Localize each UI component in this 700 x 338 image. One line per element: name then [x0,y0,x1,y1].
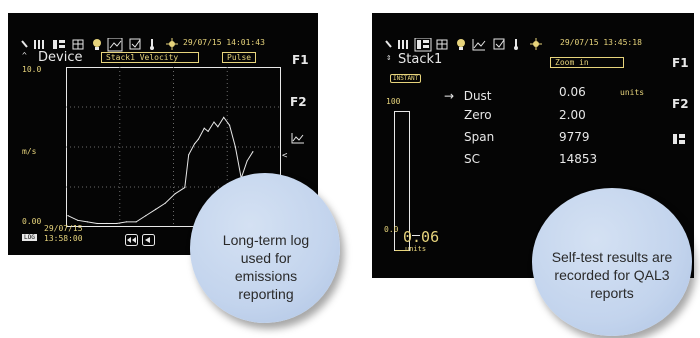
reading-value: 14853 [559,152,598,166]
channel-name-field[interactable]: Stack1 Velocity [101,52,199,63]
velocity-point [184,186,186,189]
velocity-point [203,127,205,129]
thermometer-icon [150,39,154,50]
instant-tag: INSTANT [390,74,422,83]
scale-min: 0.0 [384,225,399,234]
f1-button[interactable]: F1 [672,56,689,70]
reading-value: 9779 [559,130,590,144]
velocity-points [67,116,254,225]
stack-name: Stack1 [398,52,443,67]
mode-field[interactable]: Pulse [222,52,257,63]
callout-text-right: Self-test results are recorded for QAL3 … [551,249,673,301]
velocity-point [223,116,225,118]
datetime: 29/07/15 13:45:18 [560,38,642,47]
velocity-point [213,121,215,123]
thermometer-icon [514,39,518,50]
left-device-screen: 29/07/15 14:01:43 ^ Device Stack1 Veloci… [8,13,318,255]
gauge-tick [412,235,420,236]
callout-text-left: Long-term log used for emissions reporti… [222,232,310,302]
level-gauge [394,111,410,251]
callout-bubble-right: Self-test results are recorded for QAL3 … [532,188,692,336]
velocity-point [106,222,108,225]
velocity-point [154,208,157,210]
y-axis-min: 0.00 [22,217,42,226]
velocity-point [145,215,147,217]
device-list-icon [53,40,65,49]
current-value: 0.06 [403,228,440,246]
y-axis-unit: m/s [22,147,37,156]
log-badge: LOG [22,234,37,241]
f1-button[interactable]: F1 [292,53,309,67]
velocity-point [96,222,98,225]
signal-icon [385,40,392,48]
reading-unit: units [620,88,645,97]
chart-view-icon[interactable] [291,129,305,148]
velocity-point [77,219,79,221]
zoom-in-button[interactable]: Zoom in [550,57,624,68]
selected-arrow-icon: → [444,89,455,103]
scroll-arrows-icon[interactable]: ^ [22,51,27,60]
checkbox-icon [129,38,141,50]
callout-bubble-left: Long-term log used for emissions reporti… [190,173,340,323]
velocity-series-line [67,116,254,224]
f2-button[interactable]: F2 [672,97,689,111]
chart-grid [66,67,281,227]
reading-row-dust[interactable]: → Dust [444,85,492,104]
reading-value: 0.06 [559,85,586,99]
datetime: 29/07/15 14:01:43 [183,38,265,47]
bars-icon [398,40,408,49]
scroll-arrows-icon[interactable]: ⇕ [386,53,392,63]
sun-icon [530,38,542,50]
signal-icon [21,40,28,48]
velocity-point [217,126,219,128]
velocity-point [234,146,236,148]
velocity-point [246,160,248,162]
device-list-icon[interactable] [672,130,686,149]
device-label: Device [38,50,83,65]
reading-label[interactable]: Zero [464,108,492,122]
status-icon-bar [384,37,584,56]
velocity-point [67,215,69,217]
grid-icon [436,39,448,50]
velocity-point [188,154,190,156]
device-list-icon [414,37,432,52]
step-back-button[interactable] [142,231,155,250]
status-icons [385,37,542,52]
velocity-point [135,221,137,223]
lightbulb-icon [93,39,101,50]
y-axis-max: 10.0 [22,65,42,74]
velocity-point [116,222,118,225]
chart-icon [107,37,123,52]
sun-icon [166,38,178,50]
status-icons [21,37,178,52]
scale-max: 100 [386,97,401,106]
reading-label[interactable]: Span [464,130,495,144]
velocity-point [197,138,200,140]
reading-value: 2.00 [559,108,586,122]
bottom-time: 13:58:00 [44,234,83,243]
velocity-point [125,221,127,223]
chart-icon [472,39,486,51]
velocity-point [174,193,176,195]
grid-icon [72,39,84,50]
f2-button[interactable]: F2 [290,95,307,109]
checkbox-icon [493,38,505,50]
reading-label: Dust [463,89,492,103]
velocity-log-chart [66,67,281,227]
velocity-point [193,143,196,145]
reading-label[interactable]: SC [464,152,480,166]
collapse-chevron-icon[interactable]: < [282,151,288,161]
velocity-point [252,151,254,153]
lightbulb-icon [457,39,465,50]
rewind-button[interactable] [125,231,138,250]
velocity-point [228,124,231,126]
velocity-point [207,130,209,132]
bars-icon [34,40,44,49]
bottom-date: 29/07/15 [44,224,83,233]
velocity-point [86,221,89,223]
current-unit: units [405,245,427,253]
status-icon-bar [20,37,220,56]
velocity-point [164,202,166,204]
